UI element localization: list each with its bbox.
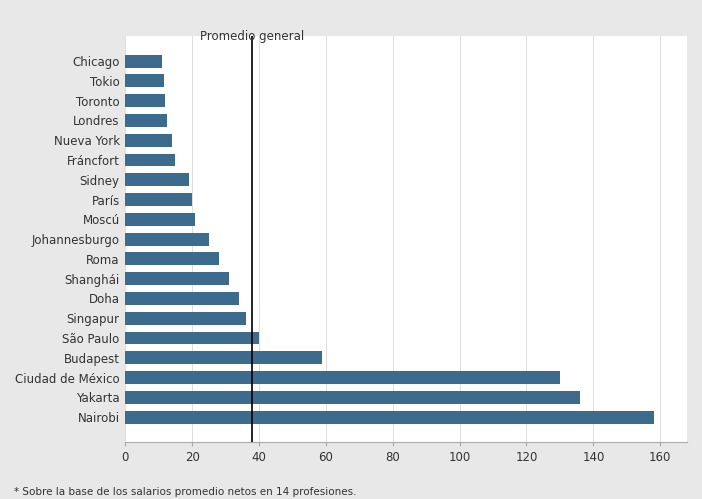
- Bar: [125, 272, 229, 285]
- Bar: [125, 55, 162, 67]
- Bar: [125, 193, 192, 206]
- Bar: [125, 371, 560, 384]
- Bar: [125, 332, 259, 344]
- Bar: [125, 252, 219, 265]
- Bar: [125, 114, 167, 127]
- Text: Promedio general: Promedio general: [200, 30, 305, 43]
- Bar: [125, 213, 195, 226]
- Bar: [125, 411, 654, 424]
- Bar: [125, 134, 172, 147]
- Bar: [125, 74, 164, 87]
- Bar: [125, 312, 246, 325]
- Bar: [125, 94, 165, 107]
- Bar: [125, 233, 208, 246]
- Bar: [125, 351, 322, 364]
- Text: * Sobre la base de los salarios promedio netos en 14 profesiones.: * Sobre la base de los salarios promedio…: [14, 487, 357, 497]
- Bar: [125, 173, 189, 186]
- Bar: [125, 391, 580, 404]
- Bar: [125, 292, 239, 305]
- Bar: [125, 154, 176, 167]
